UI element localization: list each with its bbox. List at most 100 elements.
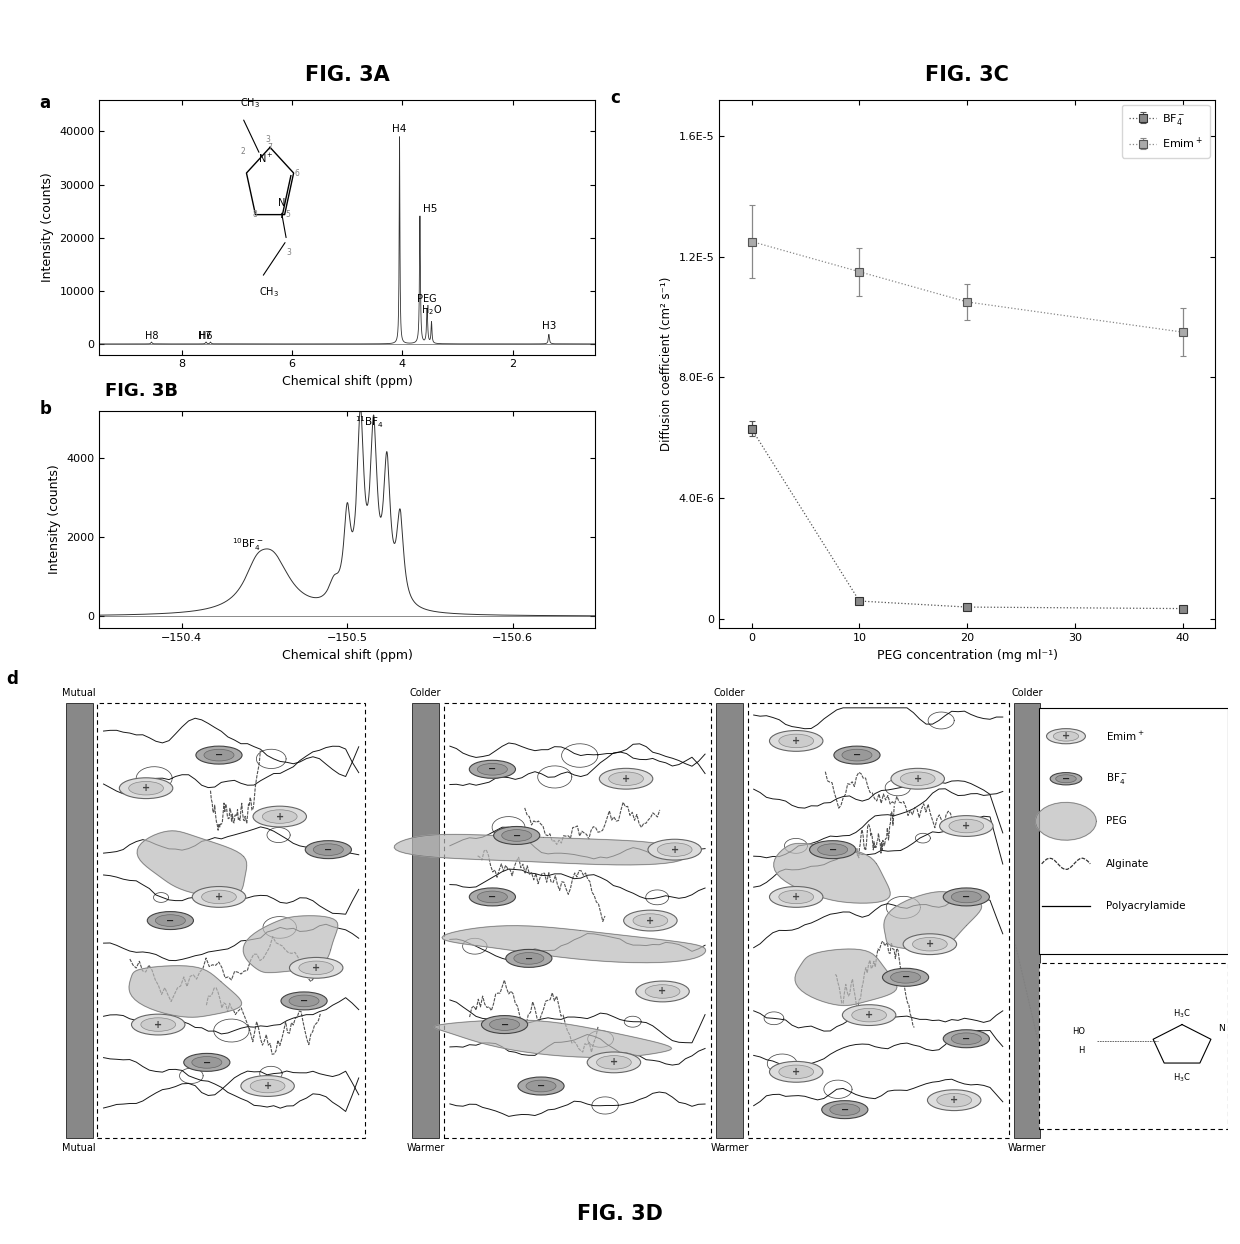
Text: +: + — [914, 774, 921, 784]
Text: FIG. 3D: FIG. 3D — [577, 1204, 663, 1224]
Circle shape — [830, 1103, 859, 1116]
Text: a: a — [40, 95, 51, 112]
Text: −: − — [489, 764, 496, 774]
Circle shape — [900, 773, 935, 785]
Text: b: b — [40, 399, 52, 418]
Text: PEG: PEG — [1106, 816, 1127, 826]
Circle shape — [518, 1077, 564, 1095]
Circle shape — [203, 749, 234, 761]
Text: +: + — [622, 774, 630, 784]
Circle shape — [184, 1054, 229, 1071]
Circle shape — [289, 958, 343, 978]
Text: −: − — [962, 1034, 971, 1044]
Text: H5: H5 — [423, 204, 438, 214]
Circle shape — [253, 806, 306, 827]
Text: H$_2$O: H$_2$O — [422, 304, 443, 317]
Circle shape — [842, 749, 872, 761]
Text: Colder: Colder — [713, 688, 745, 698]
Circle shape — [490, 1019, 520, 1030]
Circle shape — [645, 985, 680, 998]
Circle shape — [810, 841, 856, 858]
Circle shape — [1050, 773, 1081, 785]
Text: −: − — [1061, 774, 1070, 784]
Bar — [715, 703, 743, 1138]
Text: H8: H8 — [145, 331, 159, 341]
Polygon shape — [774, 843, 890, 903]
Text: PEG: PEG — [417, 294, 436, 304]
Text: +: + — [792, 1067, 800, 1077]
Circle shape — [192, 887, 246, 907]
Circle shape — [649, 840, 702, 860]
Text: +: + — [671, 845, 678, 855]
Circle shape — [1055, 775, 1076, 782]
Polygon shape — [795, 949, 897, 1005]
Circle shape — [903, 934, 956, 954]
Circle shape — [469, 888, 516, 906]
Text: −: − — [215, 750, 223, 760]
Text: Polyacrylamide: Polyacrylamide — [1106, 902, 1185, 912]
Text: Mutual: Mutual — [62, 688, 95, 698]
Circle shape — [624, 911, 677, 931]
Circle shape — [202, 891, 237, 903]
Text: +: + — [215, 892, 223, 902]
Y-axis label: Intensity (counts): Intensity (counts) — [41, 172, 53, 282]
Bar — [1039, 963, 1228, 1128]
Text: Emim$^+$: Emim$^+$ — [1106, 730, 1145, 743]
Text: FIG. 3B: FIG. 3B — [105, 382, 179, 399]
Text: +: + — [275, 811, 284, 821]
Circle shape — [892, 769, 945, 789]
Circle shape — [940, 816, 993, 836]
Circle shape — [779, 891, 813, 903]
Circle shape — [779, 734, 813, 748]
Circle shape — [944, 888, 990, 906]
Text: +: + — [866, 1010, 873, 1020]
Polygon shape — [129, 965, 242, 1018]
Text: 8: 8 — [253, 210, 258, 219]
Circle shape — [936, 1093, 972, 1107]
Circle shape — [526, 1080, 556, 1092]
Circle shape — [263, 810, 298, 824]
Text: 3: 3 — [265, 136, 270, 144]
Circle shape — [314, 843, 343, 856]
Text: H6: H6 — [198, 331, 212, 341]
Text: +: + — [950, 1095, 959, 1105]
Bar — [748, 703, 1009, 1138]
Text: +: + — [264, 1081, 272, 1091]
Text: BF$_4^-$: BF$_4^-$ — [1106, 771, 1128, 786]
Text: d: d — [6, 671, 19, 688]
Text: +: + — [312, 963, 320, 973]
Circle shape — [928, 1090, 981, 1111]
Circle shape — [241, 1076, 294, 1096]
Text: +: + — [154, 1020, 162, 1030]
Text: Warmer: Warmer — [711, 1143, 749, 1153]
Text: +: + — [792, 736, 800, 746]
Circle shape — [481, 1015, 528, 1034]
Polygon shape — [243, 916, 337, 973]
Text: −: − — [537, 1081, 546, 1091]
Circle shape — [833, 746, 880, 764]
Text: 3: 3 — [286, 248, 291, 256]
Text: $^{10}$BF$_4^-$: $^{10}$BF$_4^-$ — [232, 536, 264, 554]
Circle shape — [596, 1056, 631, 1069]
Circle shape — [770, 730, 823, 751]
Text: −: − — [512, 831, 521, 841]
Text: N: N — [278, 198, 285, 208]
Circle shape — [148, 912, 193, 929]
Text: H$_3$C: H$_3$C — [1173, 1008, 1190, 1020]
Text: c: c — [610, 88, 620, 107]
Circle shape — [477, 891, 507, 903]
Circle shape — [599, 769, 652, 789]
Y-axis label: Diffusion coefficient (cm² s⁻¹): Diffusion coefficient (cm² s⁻¹) — [660, 276, 673, 452]
Circle shape — [155, 914, 186, 927]
Y-axis label: Intensity (counts): Intensity (counts) — [47, 464, 61, 575]
Text: −: − — [962, 892, 971, 902]
Text: −: − — [300, 996, 308, 1006]
Circle shape — [141, 1018, 176, 1031]
Polygon shape — [441, 926, 706, 963]
Text: FIG. 3A: FIG. 3A — [305, 65, 389, 85]
Circle shape — [842, 1005, 895, 1025]
Text: +: + — [143, 784, 150, 794]
Text: 7: 7 — [268, 143, 272, 152]
Text: +: + — [962, 821, 971, 831]
Circle shape — [299, 962, 334, 974]
